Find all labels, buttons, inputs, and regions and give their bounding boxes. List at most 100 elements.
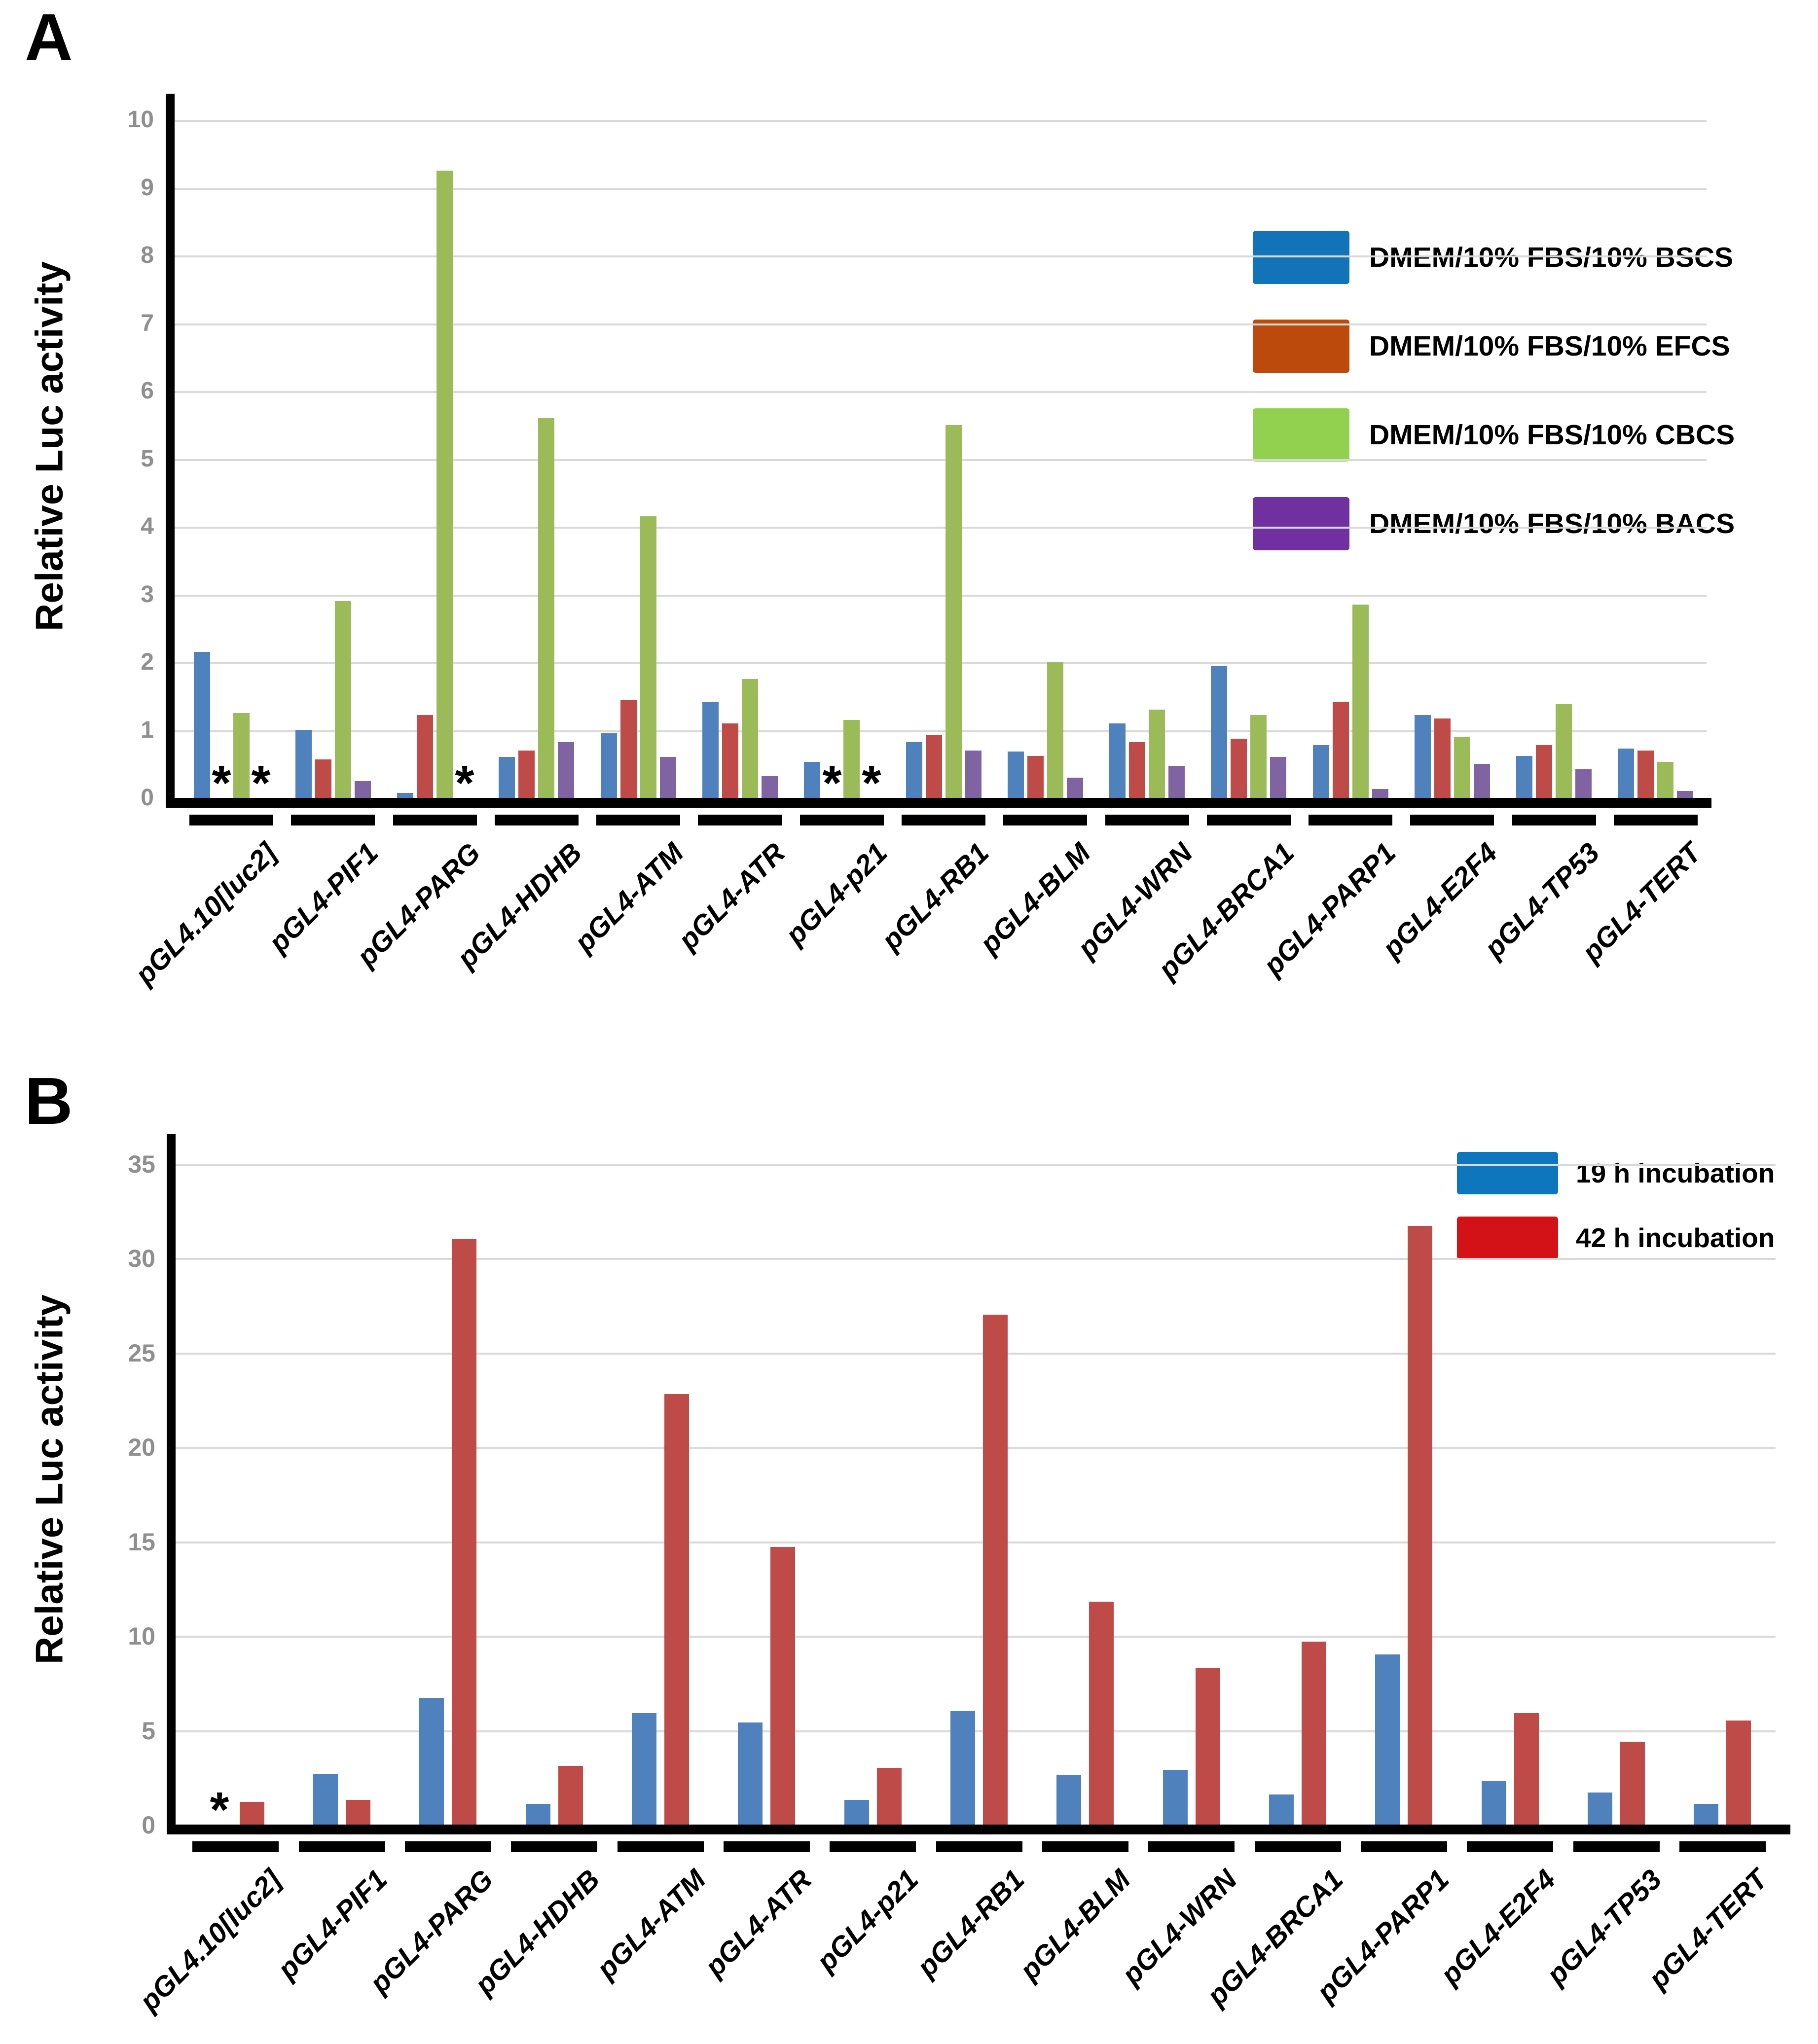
y-tick-5: 5 (142, 1717, 155, 1745)
gridline-y25 (176, 1353, 1776, 1355)
y-tick-3: 3 (141, 581, 154, 608)
bar-pGL4-ATM-series3 (660, 757, 676, 798)
category-underline (495, 815, 579, 825)
bar-pGL4-RB1-series1 (983, 1315, 1008, 1825)
bar-pGL4.10[luc2]-series1 (240, 1802, 264, 1825)
bar-pGL4-HDHB-series1 (558, 1766, 583, 1825)
x-category-label: pGL4-ATM (568, 837, 690, 959)
bar-pGL4-ATM-series2 (640, 516, 656, 798)
bar-pGL4-PARP1-series2 (1352, 605, 1369, 798)
category-underline (1512, 815, 1596, 825)
category-underline (189, 815, 273, 825)
bar-pGL4-WRN-series3 (1168, 766, 1185, 798)
category-underline (1207, 815, 1291, 825)
legend-swatch-icon (1457, 1152, 1558, 1194)
y-tick-15: 15 (128, 1528, 155, 1556)
y-tick-0: 0 (142, 1811, 155, 1839)
y-tick-35: 35 (128, 1150, 155, 1178)
bar-pGL4-PIF1-series0 (295, 730, 312, 798)
y-tick-0: 0 (141, 785, 154, 811)
bar-pGL4-PARP1-series1 (1333, 702, 1349, 798)
y-tick-10: 10 (127, 107, 154, 133)
bar-pGL4-PARG-series1 (452, 1239, 476, 1825)
bar-pGL4-WRN-series0 (1163, 1770, 1188, 1825)
x-category-label: pGL4-ATR (698, 1864, 818, 1983)
bar-pGL4-TERT-series1 (1637, 751, 1654, 798)
legend-row: DMEM/10% FBS/10% EFCS (1253, 320, 1735, 373)
bar-pGL4-E2F4-series0 (1415, 715, 1431, 798)
bar-pGL4-p21-series2 (843, 720, 860, 798)
gridline-y5 (175, 459, 1707, 461)
bar-pGL4-HDHB-series2 (538, 418, 554, 798)
bar-pGL4-BRCA1-series0 (1211, 666, 1227, 798)
legend-swatch-icon (1253, 320, 1349, 373)
gridline-y3 (175, 595, 1707, 597)
significance-asterisk: * (212, 755, 231, 811)
bar-pGL4-ATR-series0 (702, 702, 719, 798)
bar-pGL4-TP53-series3 (1575, 769, 1592, 798)
bar-pGL4-PARP1-series3 (1372, 789, 1388, 798)
x-category-label: pGL4-ATM (590, 1864, 712, 1985)
bar-pGL4-WRN-series1 (1129, 742, 1145, 798)
bar-pGL4-BLM-series0 (1008, 752, 1024, 798)
bar-pGL4-TERT-series0 (1618, 749, 1634, 798)
bar-pGL4-RB1-series0 (950, 1711, 975, 1825)
legend-row: DMEM/10% FBS/10% CBCS (1253, 408, 1735, 462)
category-underline (936, 1841, 1022, 1852)
legend-label: DMEM/10% FBS/10% EFCS (1369, 330, 1730, 362)
bar-pGL4-PARP1-series1 (1408, 1226, 1432, 1825)
bar-pGL4-PARG-series2 (436, 171, 453, 798)
bar-pGL4-E2F4-series0 (1482, 1781, 1506, 1825)
x-category-label: pGL4-p21 (810, 1864, 925, 1978)
y-tick-30: 30 (128, 1245, 155, 1272)
gridline-y4 (175, 527, 1707, 529)
y-axis-line (166, 94, 175, 808)
category-underline (1573, 1841, 1660, 1852)
x-category-label: pGL4.10[luc2] (133, 1864, 288, 2017)
y-tick-6: 6 (141, 378, 154, 404)
bar-pGL4-PIF1-series2 (335, 601, 351, 798)
bar-pGL4-RB1-series2 (945, 425, 962, 798)
category-underline (1042, 1841, 1128, 1852)
bar-pGL4-p21-series1 (877, 1768, 902, 1825)
bar-pGL4-E2F4-series2 (1454, 737, 1470, 798)
legend-swatch-icon (1457, 1217, 1558, 1259)
bar-pGL4-WRN-series2 (1149, 710, 1165, 798)
bar-pGL4-HDHB-series0 (499, 757, 515, 798)
bar-pGL4-WRN-series0 (1109, 723, 1126, 798)
category-underline (830, 1841, 916, 1852)
bar-pGL4-TP53-series0 (1588, 1793, 1612, 1825)
bar-pGL4-PARG-series1 (417, 715, 433, 798)
bar-pGL4-BRCA1-series3 (1270, 757, 1286, 798)
bar-pGL4-TERT-series0 (1694, 1804, 1718, 1825)
bar-pGL4-HDHB-series1 (518, 751, 535, 798)
y-tick-1: 1 (141, 717, 154, 743)
bar-pGL4-E2F4-series3 (1474, 764, 1490, 798)
category-underline (596, 815, 680, 825)
gridline-y35 (176, 1164, 1776, 1166)
gridline-y1 (175, 730, 1707, 732)
bar-pGL4-BLM-series3 (1067, 778, 1083, 798)
bar-pGL4-PIF1-series0 (313, 1774, 338, 1825)
category-underline (1361, 1841, 1447, 1852)
y-tick-9: 9 (141, 175, 154, 201)
category-underline (1309, 815, 1392, 825)
panel-b-letter: B (25, 1064, 73, 1138)
gridline-y6 (175, 391, 1707, 393)
bar-pGL4-RB1-series1 (926, 735, 942, 798)
legend-swatch-icon (1253, 231, 1349, 284)
category-underline (1003, 815, 1087, 825)
legend-label: DMEM/10% FBS/10% CBCS (1369, 419, 1735, 451)
bar-pGL4-TP53-series1 (1536, 745, 1552, 798)
bar-pGL4-TP53-series2 (1556, 704, 1572, 798)
category-underline (698, 815, 782, 825)
category-underline (405, 1841, 491, 1852)
y-tick-5: 5 (141, 446, 154, 472)
bar-pGL4-BLM-series2 (1047, 662, 1063, 798)
category-underline (800, 815, 884, 825)
category-underline (724, 1841, 810, 1852)
x-axis-line (166, 798, 1711, 808)
bar-pGL4-ATR-series1 (770, 1547, 795, 1825)
bar-pGL4-ATM-series0 (632, 1713, 656, 1825)
x-axis-line (167, 1825, 1790, 1834)
